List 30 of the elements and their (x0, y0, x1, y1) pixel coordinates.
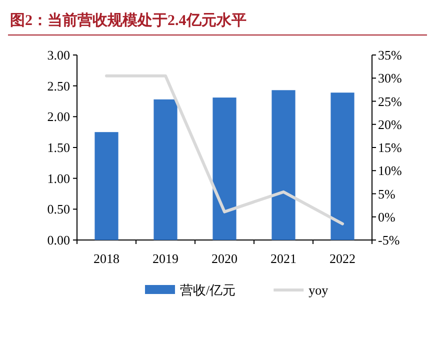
bar (154, 99, 178, 240)
bar (212, 98, 236, 240)
legend-label: yoy (308, 282, 329, 298)
bar (94, 132, 118, 240)
chart-title: 图2：当前营收规模处于2.4亿元水平 (10, 12, 246, 29)
y-tick-label: 0.00 (47, 232, 70, 248)
y2-tick-label: 35% (378, 48, 402, 62)
legend-label: 营收/亿元 (180, 282, 236, 298)
y2-tick-label: 25% (378, 94, 402, 109)
y-tick-label: 1.00 (47, 170, 70, 186)
y2-tick-label: 15% (378, 140, 402, 155)
x-tick-label: 2021 (270, 251, 296, 266)
y2-tick-label: 20% (378, 116, 402, 132)
x-tick-label: 2022 (330, 251, 356, 266)
y2-tick-label: 10% (378, 163, 402, 178)
y-tick-label: 3.00 (47, 48, 70, 62)
x-tick-label: 2018 (94, 251, 120, 266)
bar (330, 92, 354, 240)
y2-tick-label: 5% (378, 186, 396, 202)
x-tick-label: 2020 (212, 251, 238, 266)
x-tick-label: 2019 (152, 251, 178, 266)
y2-tick-label: 30% (378, 70, 402, 86)
y-tick-label: 1.50 (47, 140, 70, 155)
bar (272, 90, 296, 240)
y-tick-label: 2.50 (47, 78, 70, 94)
y2-tick-label: 0% (378, 209, 396, 224)
y-tick-label: 0.50 (47, 202, 70, 217)
y-tick-label: 2.00 (47, 109, 70, 124)
line-series (105, 74, 344, 226)
y2-tick-label: -5% (378, 232, 400, 248)
